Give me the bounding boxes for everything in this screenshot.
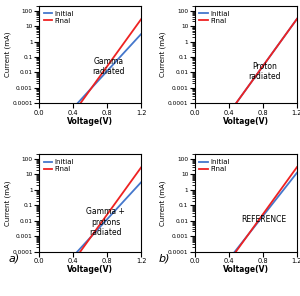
Line: Initial: Initial xyxy=(39,34,141,119)
X-axis label: Voltage(V): Voltage(V) xyxy=(223,265,269,274)
Line: Final: Final xyxy=(39,19,141,119)
Final xyxy=(106,64,109,68)
Final xyxy=(98,223,101,227)
Y-axis label: Current (mA): Current (mA) xyxy=(4,180,11,226)
Final xyxy=(193,117,196,121)
Initial xyxy=(239,95,243,98)
Final xyxy=(98,75,101,79)
Final xyxy=(211,265,214,269)
Legend: Initial, Final: Initial, Final xyxy=(198,157,231,173)
Final xyxy=(270,200,274,204)
Final xyxy=(219,117,223,121)
Initial xyxy=(211,117,214,121)
Text: a): a) xyxy=(9,254,20,264)
Final xyxy=(55,265,59,269)
Initial xyxy=(55,265,59,269)
Initial xyxy=(37,265,41,269)
Y-axis label: Current (mA): Current (mA) xyxy=(160,180,166,226)
Initial xyxy=(261,214,265,218)
Final xyxy=(106,212,109,216)
Initial xyxy=(270,52,274,56)
Initial xyxy=(295,171,299,174)
Final xyxy=(211,117,214,121)
Final xyxy=(261,64,265,68)
Initial xyxy=(211,265,214,269)
Initial xyxy=(140,180,143,184)
Final xyxy=(253,75,257,79)
X-axis label: Voltage(V): Voltage(V) xyxy=(67,265,113,274)
Final xyxy=(37,117,41,121)
Initial xyxy=(64,115,67,118)
Final xyxy=(239,95,243,98)
Legend: Initial, Final: Initial, Final xyxy=(198,9,231,25)
Line: Initial: Initial xyxy=(195,19,297,119)
Line: Final: Final xyxy=(195,167,297,267)
Y-axis label: Current (mA): Current (mA) xyxy=(160,32,166,78)
Line: Initial: Initial xyxy=(195,173,297,267)
Initial xyxy=(261,64,265,68)
Final xyxy=(114,200,118,204)
Final xyxy=(114,52,118,56)
Initial xyxy=(295,17,299,21)
Initial xyxy=(83,241,87,245)
X-axis label: Voltage(V): Voltage(V) xyxy=(67,117,113,126)
Initial xyxy=(253,224,257,228)
Final xyxy=(261,212,265,216)
Line: Final: Final xyxy=(39,167,141,267)
Final xyxy=(295,165,299,169)
Initial xyxy=(98,226,101,229)
Legend: Initial, Final: Initial, Final xyxy=(43,157,75,173)
Y-axis label: Current (mA): Current (mA) xyxy=(4,32,11,78)
Final xyxy=(64,117,67,121)
Initial xyxy=(64,263,67,267)
Initial xyxy=(114,208,118,211)
Initial xyxy=(219,117,223,121)
Final xyxy=(219,265,223,269)
Initial xyxy=(106,69,109,73)
Initial xyxy=(270,203,274,207)
Final xyxy=(253,223,257,227)
Initial xyxy=(193,265,196,269)
Text: Gamma
radiated: Gamma radiated xyxy=(92,57,125,76)
Initial xyxy=(98,78,101,81)
Text: b): b) xyxy=(159,254,170,264)
Initial xyxy=(106,217,109,221)
Text: Gamma +
protons
radiated: Gamma + protons radiated xyxy=(86,207,125,237)
Line: Initial: Initial xyxy=(39,182,141,267)
Initial xyxy=(55,117,59,121)
Initial xyxy=(239,242,243,246)
Legend: Initial, Final: Initial, Final xyxy=(43,9,75,25)
Text: Proton
radiated: Proton radiated xyxy=(248,62,280,81)
Initial xyxy=(114,59,118,63)
Final xyxy=(295,17,299,21)
Final xyxy=(55,117,59,121)
Final xyxy=(83,95,87,98)
Final xyxy=(270,52,274,56)
Final xyxy=(140,165,143,169)
Initial xyxy=(219,265,223,269)
X-axis label: Voltage(V): Voltage(V) xyxy=(223,117,269,126)
Final xyxy=(64,265,67,269)
Text: REFERENCE: REFERENCE xyxy=(242,215,287,224)
Final xyxy=(193,265,196,269)
Initial xyxy=(253,75,257,79)
Final xyxy=(140,17,143,21)
Line: Final: Final xyxy=(195,19,297,119)
Initial xyxy=(193,117,196,121)
Initial xyxy=(37,117,41,121)
Final xyxy=(239,243,243,247)
Final xyxy=(83,243,87,247)
Initial xyxy=(140,32,143,36)
Final xyxy=(37,265,41,269)
Initial xyxy=(83,93,87,96)
